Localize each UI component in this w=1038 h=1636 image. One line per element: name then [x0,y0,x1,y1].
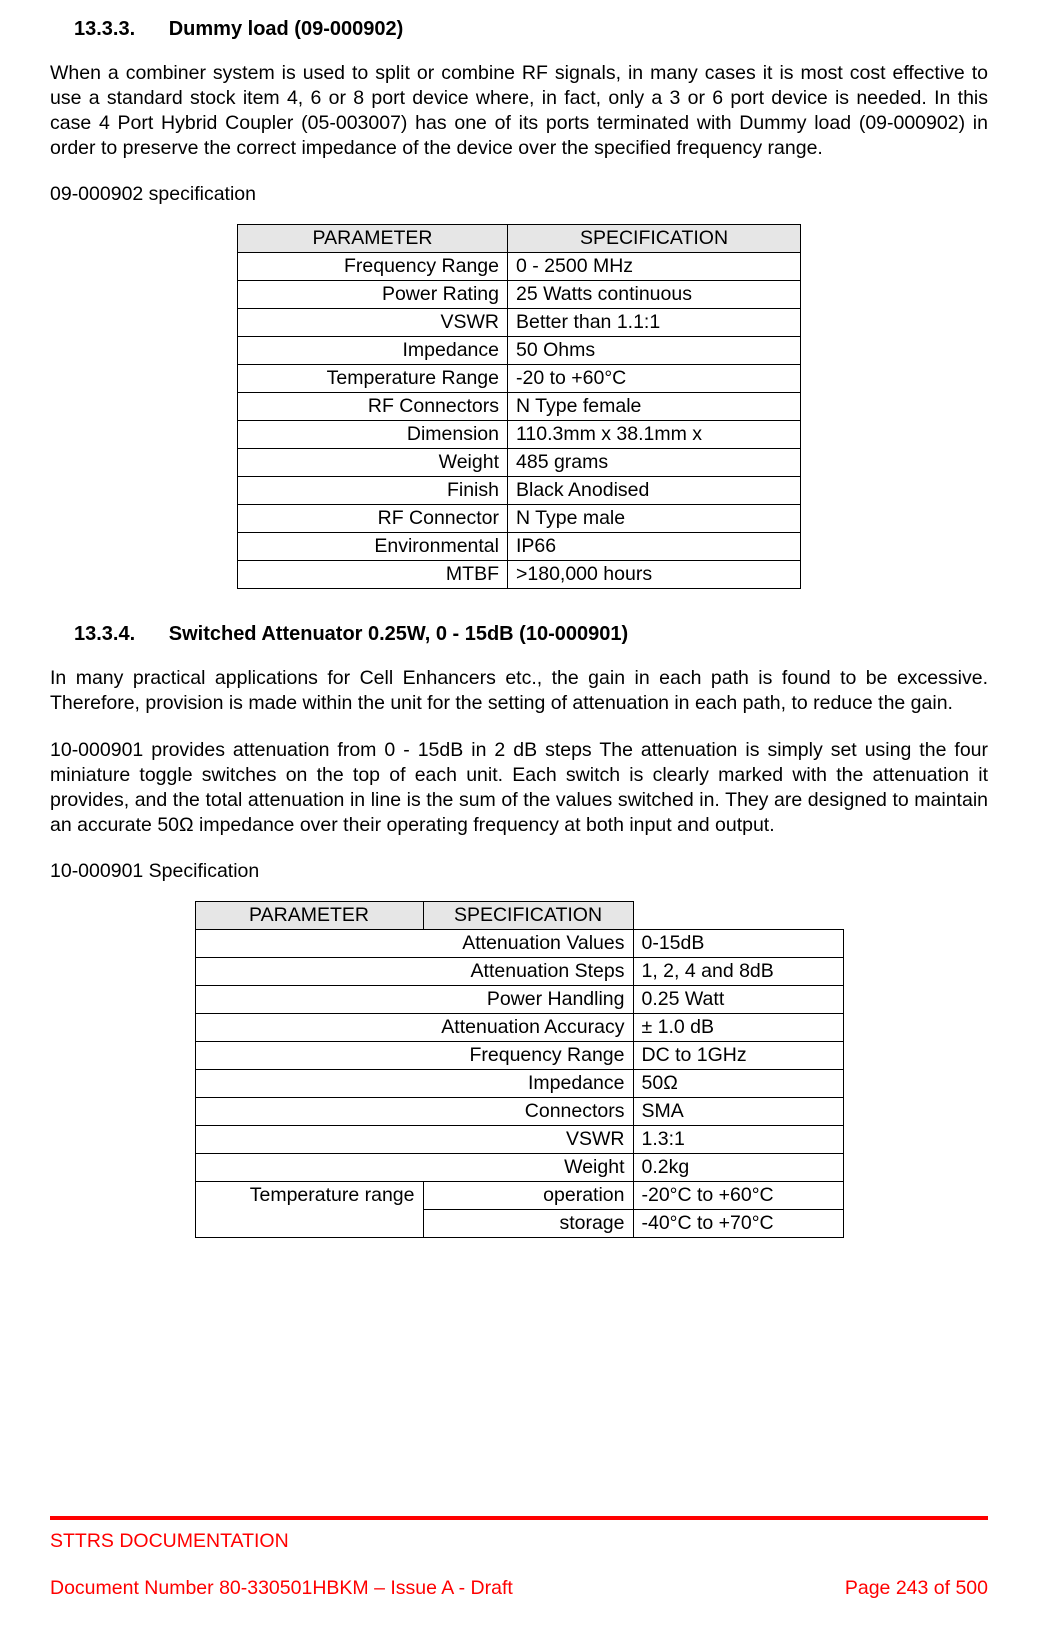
table-cell-value: >180,000 hours [508,560,801,588]
table-header-specification: SPECIFICATION [423,901,633,929]
table-cell-temp-kind: operation [423,1181,633,1209]
footer-doc-number: Document Number 80-330501HBKM – Issue A … [50,1577,513,1600]
table-cell-parameter: VSWR [195,1125,633,1153]
table-cell-parameter: RF Connector [238,504,508,532]
page-footer: STTRS DOCUMENTATION Document Number 80-3… [50,1516,988,1600]
table-cell-value: 0.25 Watt [633,985,843,1013]
section-2-title: Switched Attenuator 0.25W, 0 - 15dB (10-… [169,623,628,645]
table-row: EnvironmentalIP66 [238,532,801,560]
table-cell-parameter: Attenuation Values [195,929,633,957]
table-row: VSWRBetter than 1.1:1 [238,308,801,336]
table-cell-value: 1.3:1 [633,1125,843,1153]
table-row: Impedance50 Ohms [238,336,801,364]
table-cell-parameter: Weight [195,1153,633,1181]
section-2-para-2: 10-000901 provides attenuation from 0 - … [50,738,988,838]
table-row: Dimension110.3mm x 38.1mm x [238,420,801,448]
table-cell-parameter: Power Handling [195,985,633,1013]
table-cell-parameter: Impedance [195,1069,633,1097]
table-cell-parameter: Weight [238,448,508,476]
table-cell-parameter: Frequency Range [195,1041,633,1069]
table-row: Power Rating25 Watts continuous [238,280,801,308]
table-cell-value: SMA [633,1097,843,1125]
table-row: ConnectorsSMA [195,1097,843,1125]
table-cell-value: 1, 2, 4 and 8dB [633,957,843,985]
table-cell-value: 0 - 2500 MHz [508,252,801,280]
section-2-heading: 13.3.4. Switched Attenuator 0.25W, 0 - 1… [50,623,988,646]
table-row: Attenuation Accuracy± 1.0 dB [195,1013,843,1041]
table-row: FinishBlack Anodised [238,476,801,504]
table-cell-value: Black Anodised [508,476,801,504]
table-header-row: PARAMETER SPECIFICATION [238,224,801,252]
spec-table-2: PARAMETER SPECIFICATION Attenuation Valu… [195,901,844,1238]
table-cell-value: DC to 1GHz [633,1041,843,1069]
table-row: Attenuation Values0-15dB [195,929,843,957]
table-row: Weight485 grams [238,448,801,476]
section-1-title: Dummy load (09-000902) [169,18,404,40]
table-row: Temperature rangeoperation-20°C to +60°C [195,1181,843,1209]
table-header-parameter: PARAMETER [238,224,508,252]
section-1-heading: 13.3.3. Dummy load (09-000902) [50,18,988,41]
table-cell-parameter: VSWR [238,308,508,336]
table-row: RF ConnectorN Type male [238,504,801,532]
table-cell-parameter: Temperature Range [238,364,508,392]
table-header-specification: SPECIFICATION [508,224,801,252]
table-row: Frequency Range0 - 2500 MHz [238,252,801,280]
section-1-spec-label: 09-000902 specification [50,183,988,206]
section-1-para-1: When a combiner system is used to split … [50,61,988,161]
table-cell-value: IP66 [508,532,801,560]
table-row: Temperature Range-20 to +60°C [238,364,801,392]
table-cell-parameter: RF Connectors [238,392,508,420]
table-cell-value: 50Ω [633,1069,843,1097]
table-cell-value: 485 grams [508,448,801,476]
table-cell-parameter: MTBF [238,560,508,588]
table-row: MTBF>180,000 hours [238,560,801,588]
table-cell-temp-kind: storage [423,1209,633,1237]
table-cell-parameter: Frequency Range [238,252,508,280]
table-cell-parameter: Connectors [195,1097,633,1125]
table-cell-parameter: Power Rating [238,280,508,308]
footer-doc-title: STTRS DOCUMENTATION [50,1530,988,1553]
table-cell-value: 0.2kg [633,1153,843,1181]
table-row: Impedance50Ω [195,1069,843,1097]
table-cell-value: 110.3mm x 38.1mm x [508,420,801,448]
table-cell-value: 0-15dB [633,929,843,957]
table-cell-parameter: Attenuation Accuracy [195,1013,633,1041]
table-cell-value: 50 Ohms [508,336,801,364]
table-row: Attenuation Steps1, 2, 4 and 8dB [195,957,843,985]
table-cell-parameter: Finish [238,476,508,504]
table-row: Frequency RangeDC to 1GHz [195,1041,843,1069]
table-cell-value: 25 Watts continuous [508,280,801,308]
footer-rule [50,1516,988,1520]
table-row: Weight0.2kg [195,1153,843,1181]
table-cell-value: ± 1.0 dB [633,1013,843,1041]
section-2-para-1: In many practical applications for Cell … [50,666,988,716]
table-header-row: PARAMETER SPECIFICATION [195,901,843,929]
table-cell-parameter: Impedance [238,336,508,364]
section-1-number: 13.3.3. [74,18,135,41]
section-2-number: 13.3.4. [74,623,135,646]
table-row: RF ConnectorsN Type female [238,392,801,420]
spec-table-1: PARAMETER SPECIFICATION Frequency Range0… [237,224,801,589]
table-cell-parameter: Dimension [238,420,508,448]
footer-bottom-row: Document Number 80-330501HBKM – Issue A … [50,1577,988,1600]
table-row: Power Handling0.25 Watt [195,985,843,1013]
table-cell-value: Better than 1.1:1 [508,308,801,336]
table-cell-value: N Type male [508,504,801,532]
table-cell-parameter: Environmental [238,532,508,560]
section-2-spec-label: 10-000901 Specification [50,860,988,883]
table-cell-temp-label: Temperature range [195,1181,423,1237]
footer-page-number: Page 243 of 500 [845,1577,988,1600]
table-cell-value: -20°C to +60°C [633,1181,843,1209]
table-row: VSWR1.3:1 [195,1125,843,1153]
table-cell-parameter: Attenuation Steps [195,957,633,985]
table-header-parameter: PARAMETER [195,901,423,929]
table-cell-value: -20 to +60°C [508,364,801,392]
table-cell-value: N Type female [508,392,801,420]
table-cell-value: -40°C to +70°C [633,1209,843,1237]
